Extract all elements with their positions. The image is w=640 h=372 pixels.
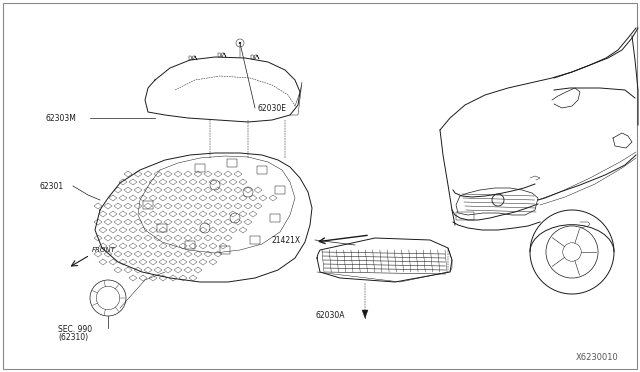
Bar xyxy=(250,236,260,244)
Bar xyxy=(257,166,267,174)
Text: 62030E: 62030E xyxy=(258,104,287,113)
Bar xyxy=(270,214,280,222)
Text: X6230010: X6230010 xyxy=(575,353,618,362)
Text: SEC. 990: SEC. 990 xyxy=(58,325,92,334)
Bar xyxy=(157,224,167,232)
Text: (62310): (62310) xyxy=(58,333,88,342)
Bar xyxy=(195,164,205,172)
Bar xyxy=(456,212,474,220)
Text: 62030A: 62030A xyxy=(316,311,346,320)
Bar xyxy=(227,159,237,167)
Text: 62303M: 62303M xyxy=(45,114,76,123)
Text: 62301: 62301 xyxy=(40,182,64,191)
Text: 21421X: 21421X xyxy=(272,236,301,245)
Circle shape xyxy=(239,42,241,44)
Bar xyxy=(220,246,230,254)
Text: FRONT: FRONT xyxy=(92,247,116,253)
Polygon shape xyxy=(362,310,368,318)
Bar xyxy=(275,186,285,194)
Bar xyxy=(185,241,195,249)
Bar xyxy=(143,201,153,209)
